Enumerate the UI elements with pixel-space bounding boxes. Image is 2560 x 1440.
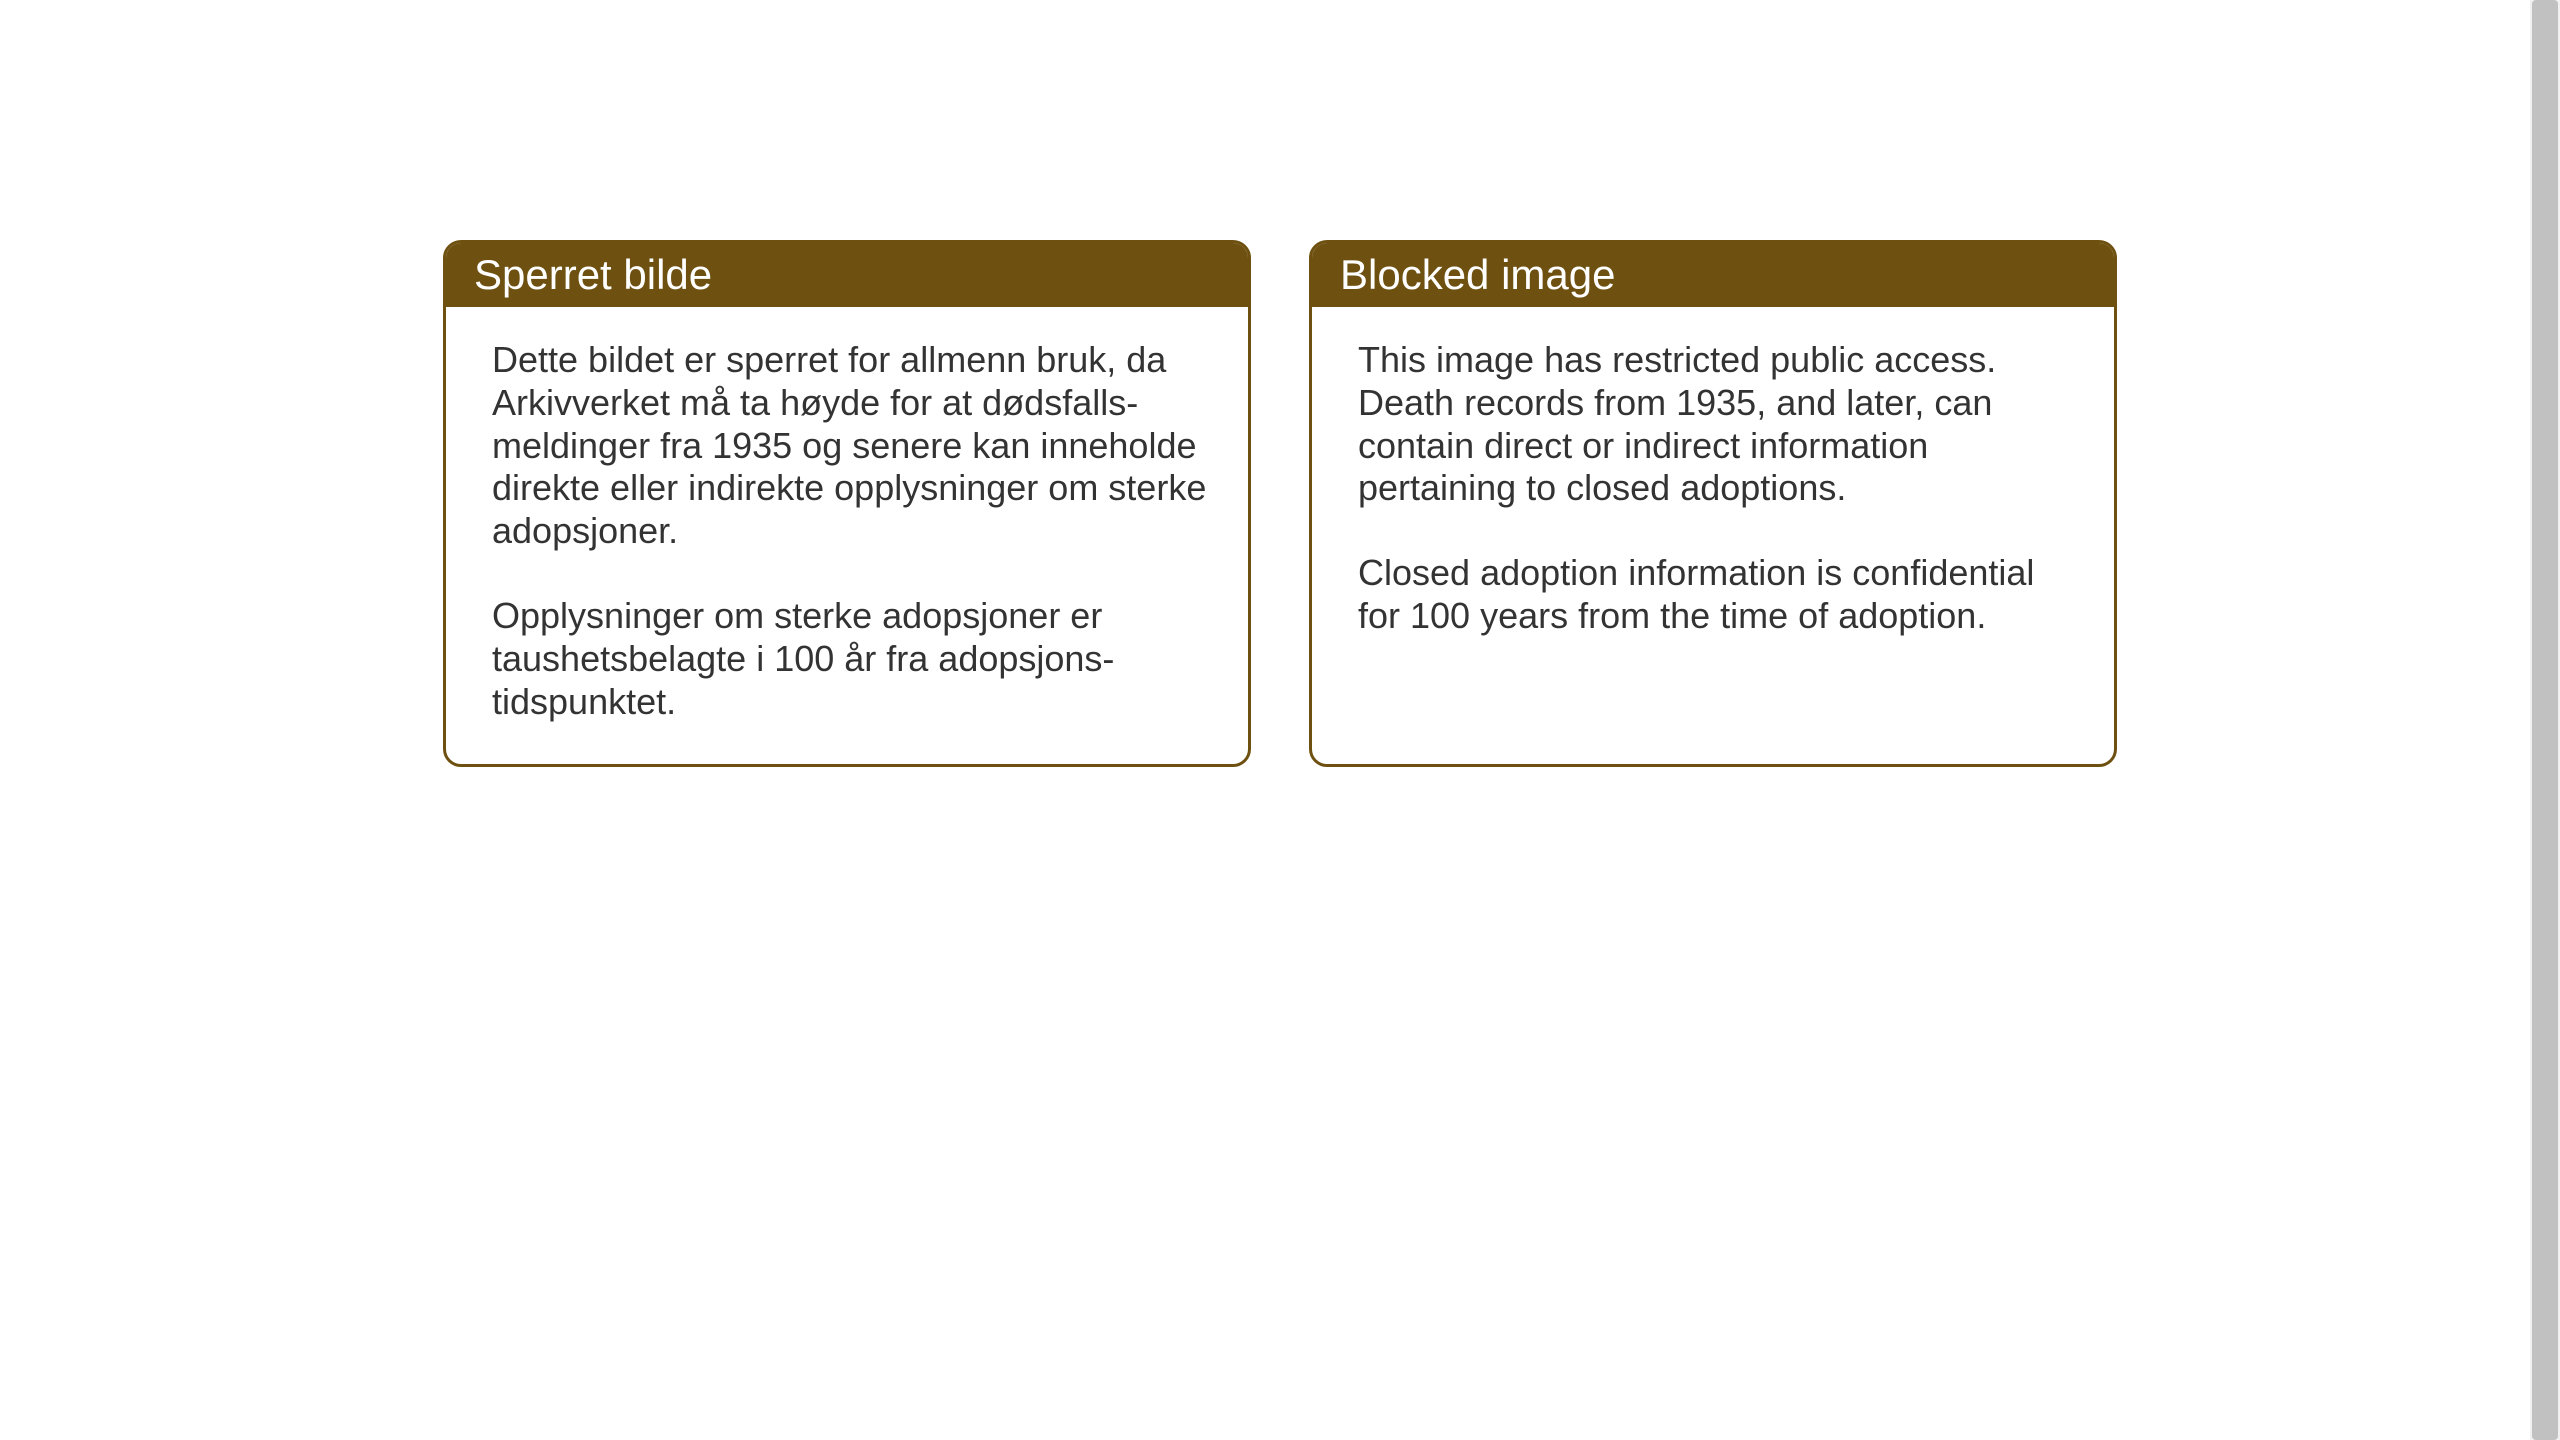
english-card-title: Blocked image	[1312, 243, 2114, 307]
english-paragraph-2: Closed adoption information is confident…	[1358, 552, 2078, 638]
english-card-body: This image has restricted public access.…	[1312, 307, 2114, 678]
norwegian-paragraph-1: Dette bildet er sperret for allmenn bruk…	[492, 339, 1212, 553]
norwegian-paragraph-2: Opplysninger om sterke adopsjoner er tau…	[492, 595, 1212, 723]
norwegian-card-title: Sperret bilde	[446, 243, 1248, 307]
english-paragraph-1: This image has restricted public access.…	[1358, 339, 2078, 510]
norwegian-card-body: Dette bildet er sperret for allmenn bruk…	[446, 307, 1248, 764]
scrollbar-thumb[interactable]	[2532, 0, 2558, 1440]
norwegian-notice-card: Sperret bilde Dette bildet er sperret fo…	[443, 240, 1251, 767]
english-notice-card: Blocked image This image has restricted …	[1309, 240, 2117, 767]
scrollbar-track[interactable]	[2530, 0, 2560, 1440]
notice-cards-container: Sperret bilde Dette bildet er sperret fo…	[443, 240, 2117, 767]
